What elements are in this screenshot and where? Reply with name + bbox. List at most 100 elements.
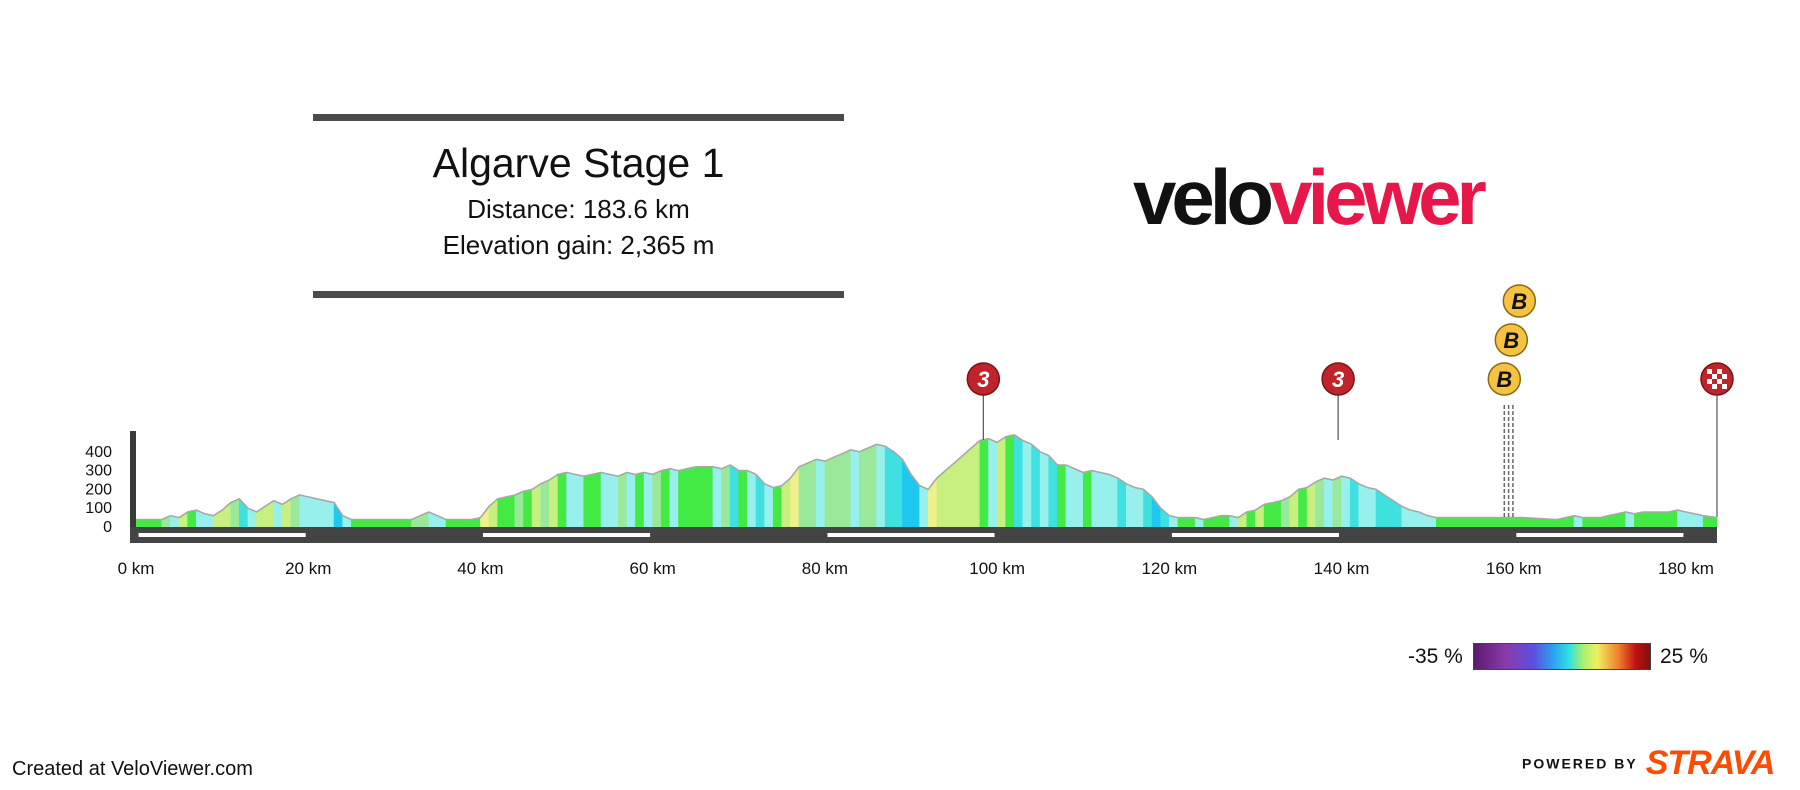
profile-segment — [1065, 464, 1075, 528]
profile-segment — [514, 490, 524, 528]
profile-segment — [1306, 481, 1317, 528]
bonus-sprint-icon — [1487, 362, 1522, 396]
profile-segment — [747, 470, 757, 528]
profile-segment — [1272, 500, 1282, 528]
profile-segment — [1048, 454, 1058, 528]
profile-segment — [902, 458, 912, 528]
y-tick-label: 100 — [85, 500, 112, 517]
profile-segment — [962, 447, 972, 528]
profile-segment — [187, 509, 197, 528]
y-tick-label: 300 — [85, 463, 112, 480]
x-tick-label: 160 km — [1486, 559, 1542, 578]
finish-checker-square — [1722, 384, 1727, 389]
profile-segment — [402, 519, 412, 528]
profile-segment — [1358, 483, 1368, 528]
profile-segment — [1125, 483, 1136, 528]
profile-segment — [316, 498, 326, 528]
profile-segment — [1014, 434, 1024, 528]
veloviewer-logo: veloviewer — [1133, 158, 1487, 236]
profile-segment — [531, 483, 542, 528]
y-axis-bar — [130, 431, 136, 543]
profile-segment — [592, 472, 602, 528]
created-at-credit[interactable]: Created at VeloViewer.com — [12, 758, 253, 780]
profile-segment — [1677, 509, 1687, 528]
profile-segment — [350, 519, 404, 528]
stage-distance: Distance: 183.6 km — [467, 194, 690, 224]
profile-segment — [1668, 509, 1678, 528]
finish-checker-square — [1712, 374, 1717, 379]
profile-segment — [1091, 470, 1101, 528]
profile-segment — [686, 466, 697, 528]
profile-segment — [505, 494, 516, 528]
profile-segment — [1496, 517, 1523, 528]
profile-segment — [1410, 509, 1420, 528]
profile-segment — [876, 443, 886, 528]
profile-segment — [540, 479, 550, 528]
logo-velo: velo — [1133, 153, 1274, 241]
stage-elevation: Elevation gain: 2,365 m — [442, 230, 715, 260]
profile-segment — [1642, 511, 1652, 528]
distance-stripe — [827, 533, 995, 537]
profile-segment — [919, 485, 929, 528]
y-tick-label: 400 — [85, 444, 112, 461]
powered-by-strava[interactable]: POWERED BY STRAVA — [1522, 744, 1776, 783]
profile-segment — [566, 472, 576, 528]
profile-segment — [1341, 475, 1351, 528]
profile-segment — [1315, 477, 1325, 528]
strava-logo: STRAVA — [1645, 744, 1776, 782]
profile-segment — [1470, 517, 1497, 528]
profile-segment — [1057, 464, 1067, 528]
profile-segment — [1651, 511, 1661, 528]
profile-segment — [617, 472, 628, 528]
stage-title: Algarve Stage 1 — [432, 140, 725, 186]
y-tick-label: 0 — [103, 519, 112, 536]
profile-segment — [609, 473, 619, 528]
x-tick-label: 0 km — [118, 559, 155, 578]
profile-segment — [772, 485, 783, 528]
profile-segment — [660, 468, 671, 528]
profile-segment — [979, 438, 989, 528]
profile-segment — [1117, 477, 1127, 528]
finish-checker-square — [1722, 374, 1727, 379]
profile-segment — [497, 496, 507, 528]
profile-segment — [1263, 502, 1273, 528]
profile-segment — [910, 473, 920, 528]
gradient-legend-bar — [1473, 643, 1651, 670]
bonus-sprint-icon — [1502, 284, 1537, 318]
profile-segment — [1177, 517, 1196, 528]
profile-segment — [583, 473, 593, 528]
profile-segment — [325, 500, 335, 528]
climb-category-label: 3 — [1332, 367, 1344, 392]
profile-segment — [936, 469, 946, 528]
profile-segment — [230, 498, 240, 528]
profile-segment — [1332, 475, 1342, 528]
distance-stripe — [1171, 533, 1339, 537]
profile-segment — [841, 449, 852, 528]
profile-segment — [704, 466, 714, 528]
gradient-legend-max: 25 % — [1660, 645, 1708, 668]
title-box: Algarve Stage 1 Distance: 183.6 km Eleva… — [313, 114, 844, 298]
profile-segment — [884, 445, 895, 528]
profile-segment — [695, 466, 705, 528]
x-tick-label: 80 km — [802, 559, 848, 578]
profile-segment — [1246, 509, 1256, 528]
powered-by-label: POWERED BY — [1522, 755, 1638, 772]
profile-segment — [135, 519, 163, 528]
profile-segment — [299, 494, 309, 528]
profile-segment — [859, 447, 869, 528]
climb-category-label: 3 — [977, 367, 989, 392]
profile-segment — [1659, 511, 1670, 528]
profile-segment — [1134, 487, 1144, 528]
profile-segment — [1022, 440, 1032, 528]
profile-segment — [996, 436, 1007, 528]
x-tick-label: 180 km — [1658, 559, 1714, 578]
finish-checker-square — [1707, 379, 1712, 384]
profile-segment — [1582, 517, 1601, 528]
x-tick-label: 100 km — [969, 559, 1025, 578]
profile-segment — [927, 477, 938, 528]
profile-segment — [1298, 487, 1308, 528]
profile-segment — [549, 473, 559, 528]
bonus-sprint-label: B — [1511, 289, 1527, 314]
profile-segment — [678, 468, 688, 528]
